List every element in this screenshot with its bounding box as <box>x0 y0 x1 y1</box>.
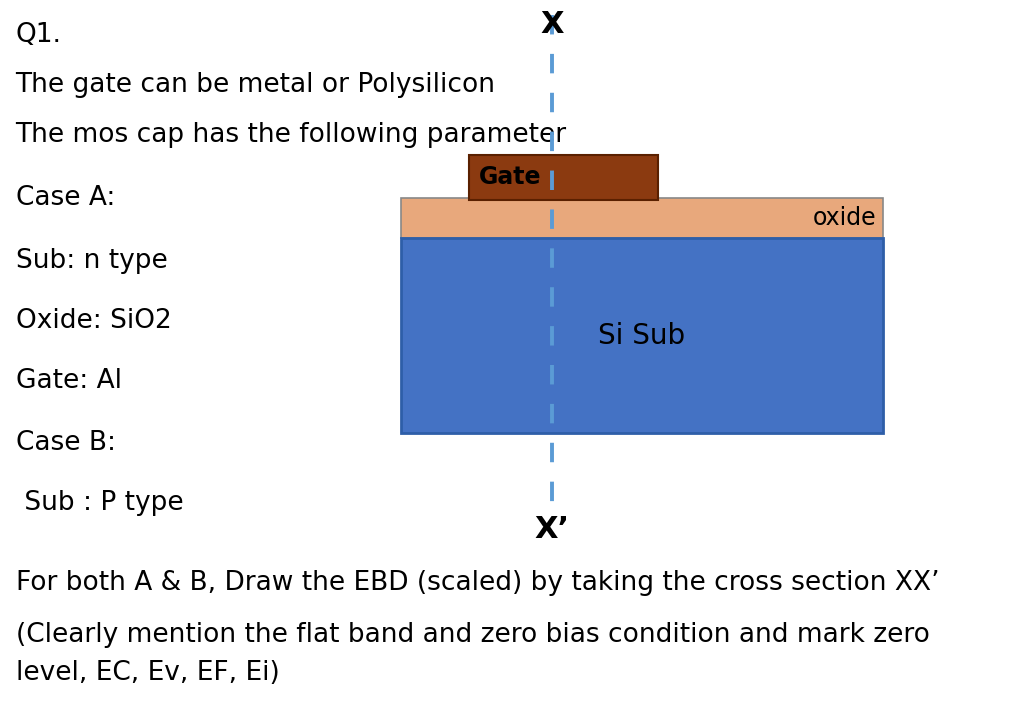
Text: Case A:: Case A: <box>15 185 115 211</box>
Text: Case B:: Case B: <box>15 430 115 456</box>
Bar <box>469 155 659 200</box>
Text: Gate: Al: Gate: Al <box>15 368 121 394</box>
Text: Sub: n type: Sub: n type <box>15 248 168 274</box>
Text: oxide: oxide <box>812 206 876 230</box>
Text: For both A & B, Draw the EBD (scaled) by taking the cross section XX’: For both A & B, Draw the EBD (scaled) by… <box>15 570 940 596</box>
Text: Oxide: SiO2: Oxide: SiO2 <box>15 308 172 334</box>
Bar <box>401 238 883 433</box>
Text: Gate: Gate <box>479 165 542 189</box>
Text: The gate can be metal or Polysilicon: The gate can be metal or Polysilicon <box>15 72 495 98</box>
Text: Si Sub: Si Sub <box>598 322 686 349</box>
Bar <box>401 198 883 238</box>
Text: level, EC, Ev, EF, Ei): level, EC, Ev, EF, Ei) <box>15 660 280 686</box>
Text: Q1.: Q1. <box>15 22 62 48</box>
Text: The mos cap has the following parameter: The mos cap has the following parameter <box>15 122 566 148</box>
Text: X’: X’ <box>535 515 570 544</box>
Text: (Clearly mention the flat band and zero bias condition and mark zero: (Clearly mention the flat band and zero … <box>15 622 929 648</box>
Text: Sub : P type: Sub : P type <box>15 490 183 516</box>
Text: X: X <box>541 10 564 39</box>
